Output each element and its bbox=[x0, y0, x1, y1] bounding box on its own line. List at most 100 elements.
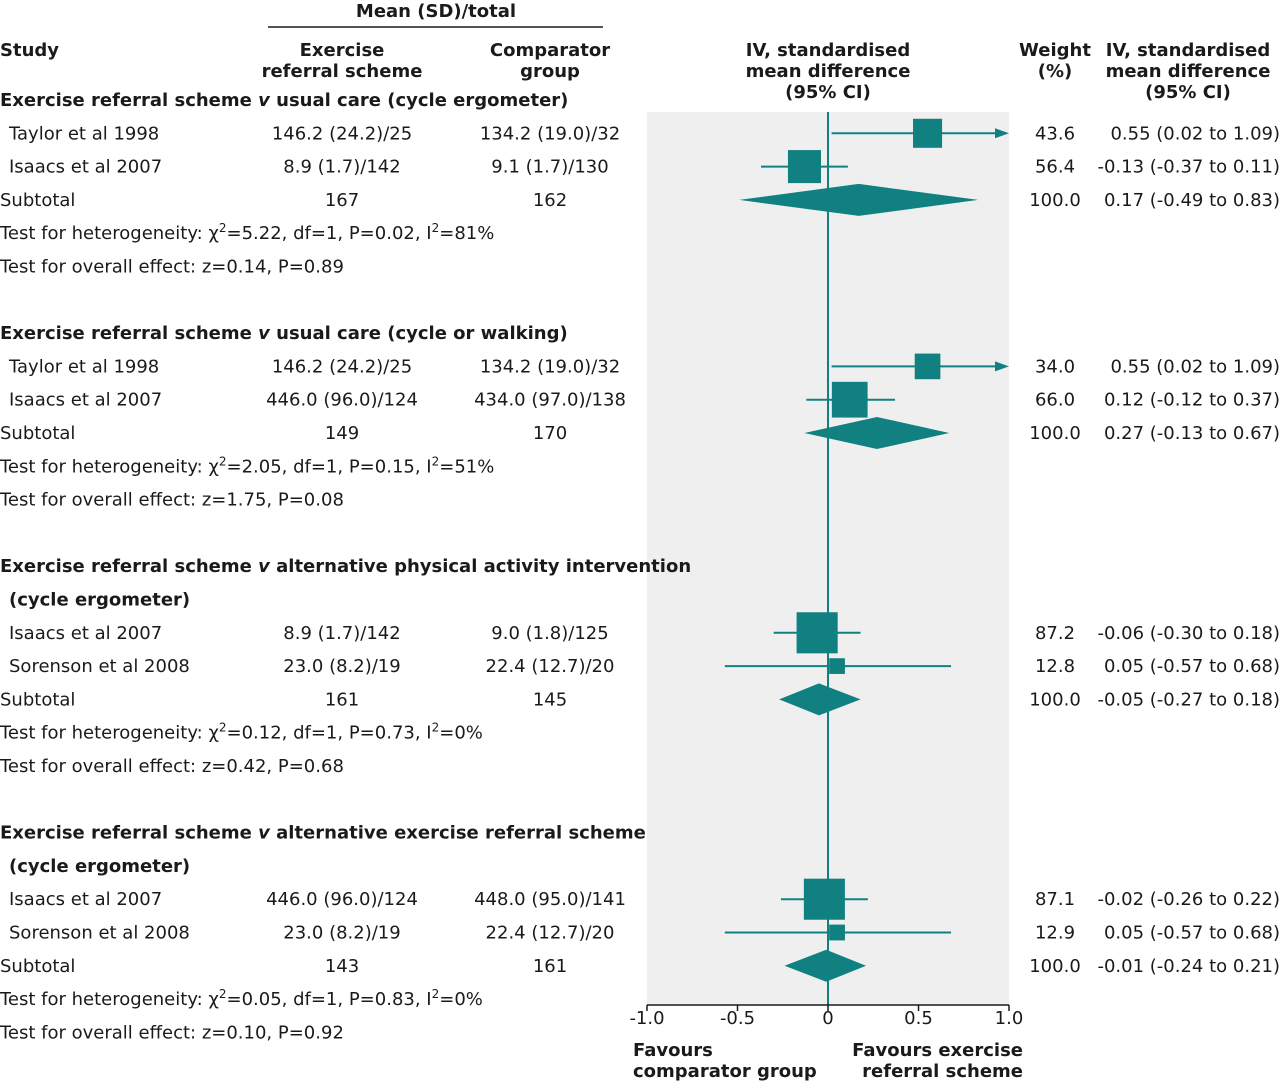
comparator-header-line1: Comparator bbox=[490, 40, 610, 61]
effect-ci-label: -0.06 (-0.30 to 0.18) bbox=[1097, 623, 1280, 644]
mean-sd-total-header: Mean (SD)/total bbox=[356, 1, 516, 22]
comparator-value: 434.0 (97.0)/138 bbox=[474, 390, 626, 411]
subtotal-weight: 100.0 bbox=[1029, 689, 1081, 710]
subtotal-comparator: 145 bbox=[533, 689, 567, 710]
subtotal-label: Subtotal bbox=[0, 190, 75, 211]
subtotal-comparator: 170 bbox=[533, 423, 567, 444]
subtotal-exercise: 161 bbox=[325, 689, 359, 710]
exercise-value: 146.2 (24.2)/25 bbox=[272, 123, 412, 144]
subtotal-effect-label: -0.01 (-0.24 to 0.21) bbox=[1097, 956, 1280, 977]
subtotal-diamond bbox=[784, 949, 867, 982]
forest-rows: Exercise referral scheme v usual care (c… bbox=[0, 90, 1280, 1043]
weight-header-line1: Weight bbox=[1019, 40, 1091, 61]
ci-arrow bbox=[995, 361, 1009, 372]
axis-tick-label: -1.0 bbox=[629, 1008, 664, 1029]
effect-ci-label: -0.02 (-0.26 to 0.22) bbox=[1097, 889, 1280, 910]
study-name: Isaacs et al 2007 bbox=[9, 623, 162, 644]
heterogeneity-test: Test for heterogeneity: χ2=0.12, df=1, P… bbox=[0, 721, 483, 744]
effect-header-line3: (95% CI) bbox=[1145, 82, 1231, 103]
exercise-value: 23.0 (8.2)/19 bbox=[283, 656, 400, 677]
effect-ci-label: 0.12 (-0.12 to 0.37) bbox=[1104, 390, 1280, 411]
effect-square bbox=[831, 381, 868, 418]
effect-ci-label: 0.05 (-0.57 to 0.68) bbox=[1104, 656, 1280, 677]
plot-header-line2: mean difference bbox=[746, 61, 911, 82]
weight-header-line2: (%) bbox=[1038, 61, 1073, 82]
effect-square bbox=[914, 353, 941, 380]
comparator-value: 22.4 (12.7)/20 bbox=[486, 923, 615, 944]
subgroup-title: Exercise referral scheme v alternative e… bbox=[0, 823, 646, 844]
comparator-value: 9.1 (1.7)/130 bbox=[491, 157, 608, 178]
axis-tick-label: 1.0 bbox=[995, 1008, 1024, 1029]
subgroup-title: Exercise referral scheme v usual care (c… bbox=[0, 90, 568, 111]
effect-ci-label: 0.55 (0.02 to 1.09) bbox=[1110, 356, 1280, 377]
weight-value: 87.1 bbox=[1035, 889, 1075, 910]
exercise-value: 23.0 (8.2)/19 bbox=[283, 923, 400, 944]
subgroup-title: Exercise referral scheme v usual care (c… bbox=[0, 323, 568, 344]
weight-value: 87.2 bbox=[1035, 623, 1075, 644]
effect-square bbox=[803, 878, 845, 920]
heterogeneity-test: Test for heterogeneity: χ2=5.22, df=1, P… bbox=[0, 221, 494, 244]
comparator-value: 22.4 (12.7)/20 bbox=[486, 656, 615, 677]
axis-tick-label: -0.5 bbox=[720, 1008, 755, 1029]
subtotal-exercise: 167 bbox=[325, 190, 359, 211]
subtotal-diamond bbox=[779, 683, 861, 716]
effect-square bbox=[796, 612, 838, 654]
overall-effect-test: Test for overall effect: z=0.14, P=0.89 bbox=[0, 257, 344, 278]
subtotal-label: Subtotal bbox=[0, 956, 75, 977]
study-name: Taylor et al 1998 bbox=[8, 356, 159, 377]
overall-effect-test: Test for overall effect: z=0.10, P=0.92 bbox=[0, 1022, 344, 1043]
weight-value: 12.8 bbox=[1035, 656, 1075, 677]
heterogeneity-test: Test for heterogeneity: χ2=2.05, df=1, P… bbox=[0, 454, 494, 477]
subtotal-weight: 100.0 bbox=[1029, 190, 1081, 211]
subtotal-label: Subtotal bbox=[0, 423, 75, 444]
effect-ci-label: 0.05 (-0.57 to 0.68) bbox=[1104, 923, 1280, 944]
comparator-value: 134.2 (19.0)/32 bbox=[480, 123, 620, 144]
favours-exercise-line1: Favours exercise bbox=[852, 1040, 1023, 1061]
axis-tick-label: 0.5 bbox=[904, 1008, 933, 1029]
ci-arrow bbox=[995, 128, 1009, 139]
subtotal-exercise: 143 bbox=[325, 956, 359, 977]
study-header: Study bbox=[0, 40, 59, 61]
subtotal-exercise: 149 bbox=[325, 423, 359, 444]
subtotal-diamond bbox=[804, 417, 950, 449]
forest-marks bbox=[724, 118, 1009, 982]
subtotal-comparator: 162 bbox=[533, 190, 567, 211]
plot-header-line3: (95% CI) bbox=[785, 82, 871, 103]
plot-header-line1: IV, standardised bbox=[746, 40, 910, 61]
x-axis: -1.0 -0.5 0 0.5 1.0 bbox=[629, 112, 1023, 1029]
subgroup-title-line2: (cycle ergometer) bbox=[9, 590, 190, 611]
study-name: Isaacs et al 2007 bbox=[9, 889, 162, 910]
subtotal-comparator: 161 bbox=[533, 956, 567, 977]
subtotal-diamond bbox=[739, 183, 979, 216]
effect-ci-label: 0.55 (0.02 to 1.09) bbox=[1110, 123, 1280, 144]
exercise-header-line2: referral scheme bbox=[262, 61, 423, 82]
effect-square bbox=[787, 150, 821, 184]
subtotal-effect-label: -0.05 (-0.27 to 0.18) bbox=[1097, 689, 1280, 710]
effect-header-line1: IV, standardised bbox=[1106, 40, 1270, 61]
weight-value: 56.4 bbox=[1035, 157, 1075, 178]
exercise-header-line1: Exercise bbox=[300, 40, 385, 61]
comparator-value: 9.0 (1.8)/125 bbox=[491, 623, 608, 644]
favours-comparator-line1: Favours bbox=[633, 1040, 713, 1061]
comparator-value: 448.0 (95.0)/141 bbox=[474, 889, 626, 910]
comparator-header-line2: group bbox=[520, 61, 580, 82]
favours-comparator-line2: comparator group bbox=[633, 1061, 817, 1082]
effect-square bbox=[913, 118, 943, 148]
weight-value: 12.9 bbox=[1035, 923, 1075, 944]
overall-effect-test: Test for overall effect: z=1.75, P=0.08 bbox=[0, 490, 344, 511]
effect-square bbox=[829, 924, 845, 941]
subgroup-title: Exercise referral scheme v alternative p… bbox=[0, 556, 691, 577]
weight-value: 43.6 bbox=[1035, 123, 1075, 144]
subtotal-weight: 100.0 bbox=[1029, 956, 1081, 977]
study-name: Sorenson et al 2008 bbox=[9, 656, 190, 677]
effect-square bbox=[829, 658, 845, 674]
subtotal-effect-label: 0.17 (-0.49 to 0.83) bbox=[1104, 190, 1280, 211]
subtotal-label: Subtotal bbox=[0, 689, 75, 710]
exercise-value: 446.0 (96.0)/124 bbox=[266, 390, 418, 411]
comparator-value: 134.2 (19.0)/32 bbox=[480, 356, 620, 377]
study-name: Isaacs et al 2007 bbox=[9, 390, 162, 411]
subtotal-weight: 100.0 bbox=[1029, 423, 1081, 444]
exercise-value: 446.0 (96.0)/124 bbox=[266, 889, 418, 910]
study-name: Taylor et al 1998 bbox=[8, 123, 159, 144]
